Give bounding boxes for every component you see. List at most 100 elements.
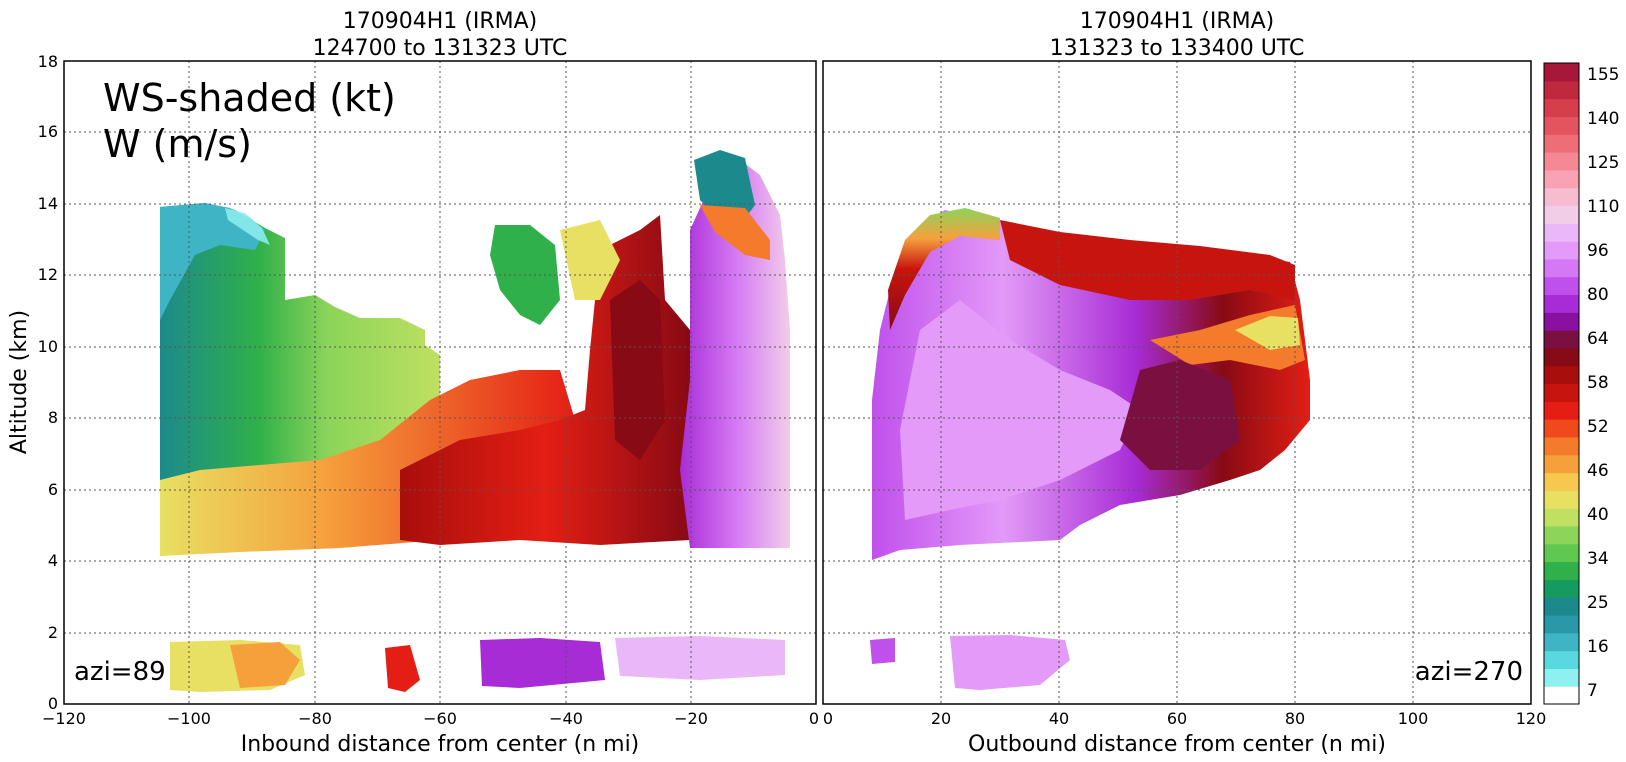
left-region-teal-top (160, 203, 265, 320)
y-tick-label: 16 (38, 122, 58, 141)
right-region-maroon (1120, 360, 1240, 470)
colorbar-label: 155 (1587, 65, 1619, 85)
right-x-tick-label: 120 (1516, 709, 1547, 728)
colorbar-swatch (1544, 632, 1579, 652)
colorbar-swatch (1544, 686, 1579, 705)
right-x-ticks: 0 20 40 60 80 100 120 (823, 709, 1546, 728)
annotation-line1: WS-shaded (kt) (103, 76, 396, 120)
colorbar-label: 16 (1587, 637, 1609, 657)
left-x-tick-label: −80 (298, 709, 332, 728)
colorbar-swatch (1544, 508, 1579, 527)
right-region-red-rim (1000, 220, 1295, 300)
left-x-tick-label: 0 (809, 709, 819, 728)
right-x-tick-label: 100 (1398, 709, 1429, 728)
colorbar-swatch (1544, 98, 1579, 118)
right-azi-label: azi=270 (1415, 657, 1523, 687)
left-x-tick-label: −60 (423, 709, 457, 728)
colorbar-swatch (1544, 80, 1579, 100)
left-region-orange-tower (700, 205, 770, 260)
left-x-tick-label: −40 (549, 709, 583, 728)
y-tick-label: 4 (48, 551, 58, 570)
y-tick-label: 18 (38, 52, 58, 71)
colorbar-label: 52 (1587, 417, 1609, 437)
colorbar-swatch (1544, 63, 1579, 82)
right-x-tick-label: 60 (1167, 709, 1187, 728)
colorbar-swatch (1544, 668, 1579, 687)
colorbar-swatch (1544, 365, 1579, 385)
colorbar-swatch (1544, 436, 1579, 456)
colorbar-label: 40 (1587, 505, 1609, 525)
colorbar-label: 80 (1587, 285, 1609, 305)
y-tick-label: 10 (38, 337, 58, 356)
right-low-purple-small (870, 638, 895, 664)
y-tick-label: 6 (48, 480, 58, 499)
colorbar-label: 96 (1587, 241, 1609, 261)
annotation-line2: W (m/s) (103, 122, 252, 166)
right-grid (823, 61, 1531, 704)
colorbar-swatch (1544, 152, 1579, 171)
colorbar-swatch (1544, 543, 1579, 563)
colorbar-swatch (1544, 490, 1579, 509)
left-title-line2: 124700 to 131323 UTC (313, 36, 568, 61)
colorbar-label: 125 (1587, 153, 1619, 173)
y-axis: 0 2 4 6 8 10 12 14 16 18 Altitude (km) (7, 52, 58, 713)
right-title-line2: 131323 to 133400 UTC (1050, 36, 1305, 61)
left-axes-frame (63, 60, 817, 705)
colorbar-frame (1543, 62, 1580, 705)
right-region-outflow-yellow (1235, 316, 1300, 350)
colorbar-swatch (1544, 419, 1579, 438)
right-x-tick-label: 40 (1049, 709, 1069, 728)
colorbar-swatch (1544, 294, 1579, 313)
colorbar-swatch (1544, 383, 1579, 402)
colorbar-swatch (1544, 205, 1579, 224)
left-x-tick-label: −120 (42, 709, 86, 728)
left-low-orange (230, 642, 300, 688)
y-tick-label: 12 (38, 265, 58, 284)
colorbar-swatch (1544, 579, 1579, 598)
colorbar-swatch (1544, 454, 1579, 474)
left-region-cyan-top (225, 208, 270, 245)
left-panel: 170904H1 (IRMA) 124700 to 131323 UTC (42, 9, 819, 757)
left-title-line1: 170904H1 (IRMA) (343, 9, 538, 34)
left-x-ticks: −120 −100 −80 −60 −40 −20 0 (42, 709, 819, 728)
left-region-maroon (610, 280, 665, 460)
colorbar-swatch (1544, 347, 1579, 367)
colorbar-label: 34 (1587, 549, 1609, 569)
colorbar-label: 110 (1587, 197, 1619, 217)
left-heatmap (160, 150, 790, 692)
colorbar-labels: 7 16 25 34 40 46 52 58 64 80 96 110 125 … (1587, 65, 1619, 701)
right-region-light-core (900, 300, 1140, 520)
colorbar-swatch (1544, 650, 1579, 669)
left-region-upper-fragment-yellow (560, 220, 620, 300)
colorbar-swatch (1544, 312, 1579, 331)
y-tick-label: 0 (48, 694, 58, 713)
left-low-purple (480, 638, 605, 688)
colorbar: 7 16 25 34 40 46 52 58 64 80 96 110 125 … (1543, 62, 1619, 705)
colorbar-swatch (1544, 187, 1579, 207)
colorbar-label: 25 (1587, 593, 1609, 613)
colorbar-swatch (1544, 525, 1579, 545)
colorbar-swatch (1544, 330, 1579, 349)
right-title-line1: 170904H1 (IRMA) (1080, 9, 1275, 34)
colorbar-swatch (1544, 258, 1579, 278)
colorbar-swatch (1544, 472, 1579, 491)
colorbar-swatches (1544, 63, 1579, 705)
left-low-pink (615, 636, 785, 680)
left-x-tick-label: −100 (167, 709, 211, 728)
colorbar-label: 46 (1587, 461, 1609, 481)
left-grid (64, 61, 816, 704)
left-x-tick-label: −20 (674, 709, 708, 728)
y-axis-label: Altitude (km) (7, 310, 32, 454)
y-tick-label: 8 (48, 408, 58, 427)
colorbar-swatch (1544, 241, 1579, 260)
right-x-tick-label: 20 (931, 709, 951, 728)
colorbar-label: 7 (1587, 681, 1598, 701)
right-x-tick-label: 80 (1285, 709, 1305, 728)
colorbar-swatch (1544, 276, 1579, 296)
right-region-top-rim (888, 208, 1000, 330)
colorbar-swatch (1544, 223, 1579, 242)
right-panel: 170904H1 (IRMA) 131323 to 133400 UTC (822, 9, 1546, 757)
colorbar-label: 140 (1587, 109, 1619, 129)
